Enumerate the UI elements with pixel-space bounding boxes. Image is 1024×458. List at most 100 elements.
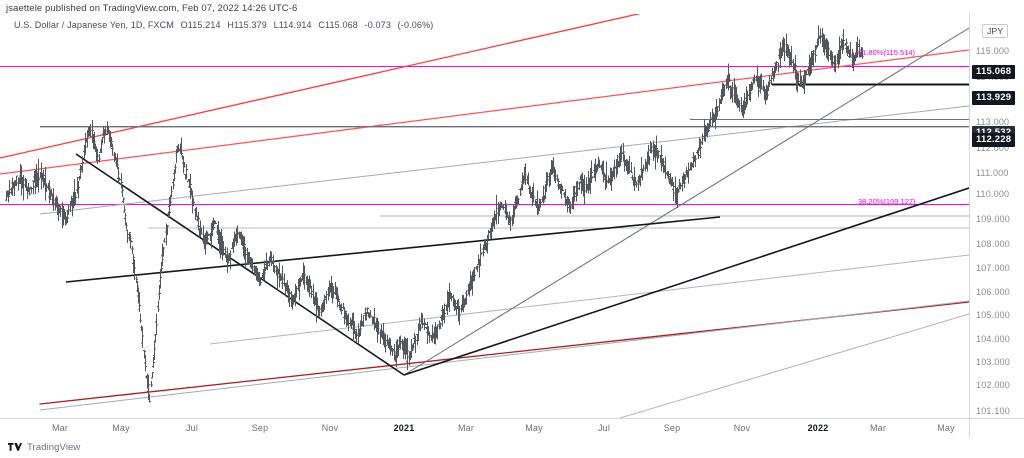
ohlc-bar <box>90 119 95 144</box>
ohlc-bar <box>830 53 835 67</box>
tradingview-logo[interactable]: TradingView <box>8 442 80 453</box>
ohlc-bar <box>100 137 105 144</box>
ohlc-bar <box>143 355 148 372</box>
price-tick: 110.000 <box>976 189 1010 199</box>
ohlc-bar <box>49 189 54 196</box>
ohlc-bar <box>720 82 725 101</box>
grey-steep-rising <box>403 27 969 376</box>
ohlc-bar <box>545 172 550 186</box>
ohlc-bar <box>478 243 483 266</box>
ohlc-bar <box>826 41 831 62</box>
ohlc-bar <box>137 291 142 312</box>
ohlc-bar <box>358 320 363 336</box>
symbol-ohlc-line: U.S. Dollar / Japanese Yen, 1D, FXCM O11… <box>14 20 433 30</box>
ohlc-bar <box>138 313 143 323</box>
ohlc-bar <box>619 144 624 161</box>
ohlc-bar <box>855 36 860 58</box>
ohlc-bar <box>99 139 104 153</box>
price-tick: 102.000 <box>976 380 1010 390</box>
ohlc-bar <box>656 150 661 159</box>
ohlc-bar <box>727 73 732 83</box>
time-tick: May <box>525 423 543 433</box>
ohlc-bar <box>343 310 348 320</box>
ohlc-bar <box>769 75 774 85</box>
time-scale[interactable]: Mar May Jul Sep Nov 2021 Mar May Jul Sep Nov 2022 Ma… <box>0 419 969 438</box>
ohlc-bar <box>258 278 263 286</box>
price-scale[interactable]: JPY 115.000114.000113.000112.000111.0001… <box>970 14 1024 418</box>
ohlc-bar <box>479 252 484 254</box>
price-tick: 111.000 <box>976 168 1009 178</box>
red-upper-trendline <box>0 14 641 159</box>
ohlc-bar <box>501 204 506 210</box>
chart-plot-area[interactable]: 61.80%(115.514) 38.20%(109.127) <box>0 14 969 418</box>
ohlc-bar <box>700 133 705 145</box>
ohlc-bar <box>376 321 381 335</box>
ohlc-bar <box>472 267 477 282</box>
ohlc-bar <box>110 143 115 156</box>
ohlc-bar <box>833 55 838 73</box>
symbol-title[interactable]: U.S. Dollar / Japanese Yen, 1D, FXCM <box>14 20 174 30</box>
fib-382-label: 38.20%(109.127) <box>858 197 916 206</box>
ohlc-bar <box>58 205 63 217</box>
ohlc-bar <box>172 169 177 181</box>
ohlc-low: L114.914 <box>273 20 312 30</box>
price-badge: 112.228 <box>972 133 1016 147</box>
ohlc-bar <box>521 175 526 185</box>
time-scale-right-divider <box>969 418 970 438</box>
ohlc-bar <box>239 231 244 246</box>
ohlc-bar <box>122 205 127 213</box>
ohlc-bar <box>767 75 772 87</box>
time-tick: May <box>937 423 955 433</box>
ohlc-bar <box>27 187 32 196</box>
ohlc-bar <box>206 233 211 236</box>
ohlc-bar <box>83 133 88 154</box>
ohlc-bar <box>272 264 277 274</box>
ohlc-change-pct: (-0.06%) <box>397 20 434 30</box>
ohlc-bar <box>324 291 329 305</box>
ohlc-bar <box>95 148 100 164</box>
level-lines <box>40 126 969 229</box>
ohlc-bar <box>693 154 698 168</box>
ohlc-bar <box>336 295 341 302</box>
ohlc-bar <box>464 290 469 305</box>
time-tick: May <box>112 423 130 433</box>
ohlc-bar <box>726 63 731 91</box>
ohlc-bar <box>117 177 122 181</box>
ohlc-bar <box>173 163 178 174</box>
ohlc-bar <box>210 220 215 236</box>
ohlc-bar <box>154 313 159 335</box>
ohlc-bar <box>119 172 124 189</box>
black-ascending-support <box>65 216 721 283</box>
price-tick: 115.000 <box>976 46 1010 56</box>
chart-canvas <box>0 14 969 418</box>
ohlc-bar <box>65 209 70 224</box>
ohlc-bar <box>438 322 443 329</box>
ohlc-bar <box>750 82 755 90</box>
ohlc-bar <box>51 188 56 211</box>
ohlc-bar <box>242 236 247 260</box>
ohlc-bar <box>575 180 580 196</box>
tradingview-mark-icon <box>8 442 22 451</box>
price-scale-divider <box>969 14 970 418</box>
ohlc-bar <box>659 145 664 172</box>
grey-channel-mid <box>209 254 969 345</box>
ohlc-bar <box>582 175 587 205</box>
price-badge: 115.068 <box>972 65 1016 79</box>
ohlc-bar <box>508 216 513 231</box>
ohlc-bar <box>392 344 397 361</box>
ohlc-bar <box>235 225 240 244</box>
ohlc-bar <box>73 193 78 205</box>
price-tick: 106.000 <box>976 287 1010 297</box>
ohlc-bar <box>848 42 853 58</box>
ohlc-bar <box>156 300 161 312</box>
ohlc-bar <box>134 276 139 283</box>
ohlc-bar <box>442 303 447 324</box>
ohlc-bar <box>157 285 162 300</box>
ohlc-bar <box>302 265 307 290</box>
ohlc-bar <box>481 244 486 257</box>
ohlc-bar <box>457 305 462 325</box>
grey-lower-rising <box>619 313 969 418</box>
ohlc-bar <box>364 311 369 321</box>
ohlc-bar <box>275 266 280 290</box>
